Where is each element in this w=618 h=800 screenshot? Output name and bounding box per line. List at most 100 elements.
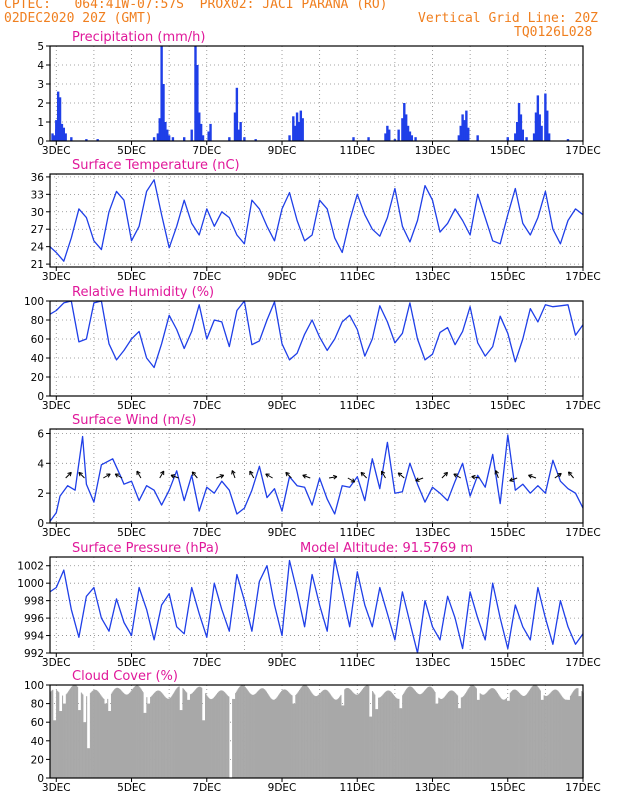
cloud-bar [383,693,385,778]
cloud-bar [53,720,55,778]
precip-bar [55,129,58,141]
cloud-bar [374,694,376,778]
cloud-bar [484,694,486,778]
wind-arrow [509,477,518,482]
cloud-bar [512,689,514,778]
precip-bar [459,125,462,141]
cloud-bar [432,688,434,778]
cloud-bar [222,690,224,778]
cloud-bar [484,693,486,778]
cloud-bar [57,691,59,778]
cloud-bar [499,696,501,778]
wind-arrow [191,471,198,479]
cloud-bar [73,685,75,778]
x-tick-label: 17DEC [565,271,600,283]
cloud-bar [192,691,195,778]
precip-bar [532,133,536,141]
cloud-bar [287,691,289,778]
cloud-bar [496,691,498,778]
cloud-bar [167,698,169,778]
cloud-bar [327,691,329,778]
cloud-bar [358,693,360,778]
cloud-bar [283,689,285,778]
cloud-bar [153,693,155,778]
cloud-bar [160,692,162,778]
cloud-bar [405,689,407,778]
cloud-bar [402,695,404,778]
cloud-bar [210,699,212,778]
cloud-bar [476,699,478,778]
cloud-bar [282,689,284,778]
cloud-bar [68,691,70,778]
cloud-bar [244,687,246,778]
cloud-bar [469,687,471,778]
cloud-bar [174,691,176,778]
x-tick-label: 15DEC [490,271,525,283]
cloud-bar [551,691,553,778]
cloud-bar [185,691,187,778]
cloud-bar [301,686,303,778]
cloud-bar [337,698,339,778]
cloud-bar [448,691,450,778]
cloud-bar [341,705,343,778]
cloud-bar [524,695,526,778]
cloud-bar [317,695,319,778]
cloud-bar [529,689,531,778]
cloud-bar [235,693,237,778]
x-tick-label: 13DEC [415,271,450,283]
cloud-bar [342,705,344,778]
wind-arrow [415,477,424,482]
cloud-bar [127,694,129,778]
cloud-bar [218,691,220,778]
wind-arrow [285,471,292,479]
cloud-bar [116,687,119,778]
cloud-bar [87,748,89,778]
cloud-bar [224,692,226,778]
cloud-bar [480,693,482,778]
cloud-bar [68,690,70,778]
cloud-bar [372,691,374,778]
x-tick-label: 7DEC [192,400,221,412]
precip-bar [152,137,156,141]
cloud-bar [89,693,91,778]
cloud-bar [334,699,336,778]
cloud-bar [305,685,307,778]
x-tick-label: 11DEC [340,782,375,794]
wind-arrow-head [350,478,356,483]
y-tick-label: 27 [31,224,44,236]
cloud-bar [64,703,66,778]
cloud-bar [163,695,165,778]
x-tick-label: 11DEC [340,145,375,157]
cloud-bar [403,692,405,778]
cloud-bar [559,693,561,778]
cloud-bar [560,694,562,778]
precip-bar [406,125,410,141]
cloud-bar [90,692,92,778]
y-tick-label: 24 [31,242,45,254]
cloud-bar [137,685,139,778]
cloud-bar [427,687,429,778]
cloud-bar [304,685,306,778]
cloud-bar [186,692,188,778]
precip-bar [295,112,299,141]
cloud-bar [557,690,559,778]
cloud-bar [424,689,426,778]
cloud-bar [343,705,345,778]
x-tick-label: 11DEC [340,527,375,539]
cloud-bar [211,698,213,778]
cloud-bar [352,692,354,778]
cloud-bar [366,685,368,778]
cloud-bar [375,709,377,778]
cloud-bar [404,691,406,778]
cloud-bar [183,688,185,778]
cloud-bar [457,708,459,778]
cloud-bar [146,697,148,778]
cloud-bar [316,695,318,778]
cloud-bar [314,696,316,778]
cloud-bar [429,686,432,778]
wind-arrow-head [528,474,533,479]
precip-bar [521,129,525,141]
cloud-bar [221,690,223,778]
cloud-bar [435,703,437,778]
precip-bar [243,137,246,141]
